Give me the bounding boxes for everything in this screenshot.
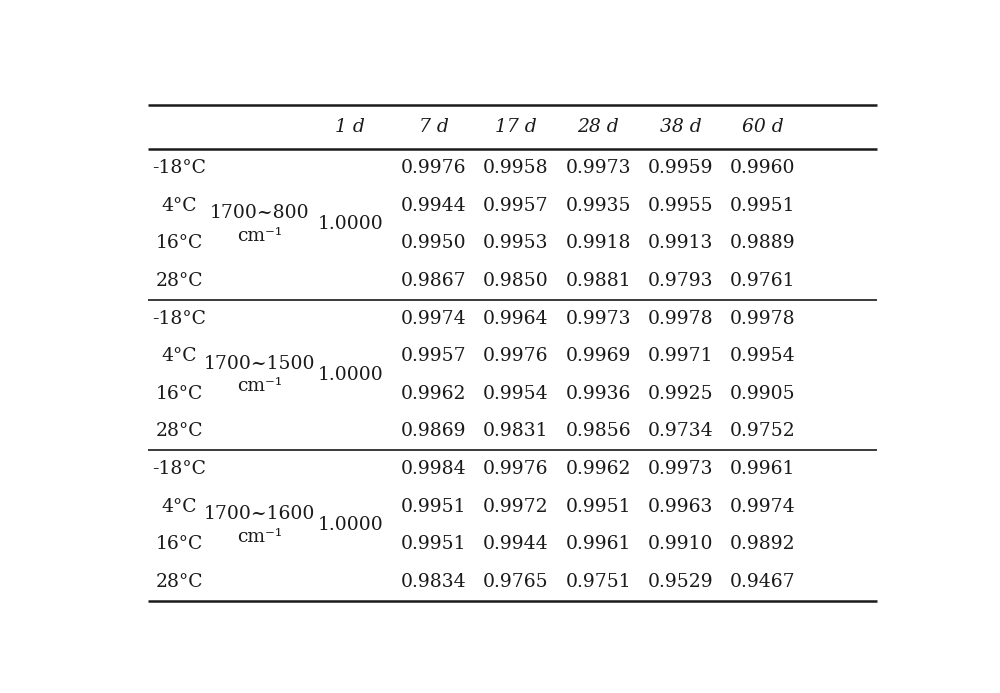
Text: 0.9976: 0.9976 (483, 347, 549, 365)
Text: 0.9905: 0.9905 (730, 385, 796, 403)
Text: 0.9974: 0.9974 (401, 310, 466, 328)
Text: 1.0000: 1.0000 (318, 216, 383, 234)
Text: 0.9960: 0.9960 (730, 159, 795, 177)
Text: 0.9761: 0.9761 (730, 272, 795, 290)
Text: 0.9944: 0.9944 (483, 535, 549, 553)
Text: 28°C: 28°C (155, 423, 203, 441)
Text: 0.9951: 0.9951 (565, 498, 631, 516)
Text: 4°C: 4°C (161, 347, 197, 365)
Text: 0.9834: 0.9834 (401, 573, 466, 591)
Text: 0.9954: 0.9954 (483, 385, 549, 403)
Text: 1.0000: 1.0000 (318, 516, 383, 534)
Text: 1 d: 1 d (335, 118, 365, 136)
Text: 0.9976: 0.9976 (483, 460, 549, 478)
Text: 0.9467: 0.9467 (730, 573, 796, 591)
Text: 17 d: 17 d (495, 118, 537, 136)
Text: 0.9867: 0.9867 (401, 272, 466, 290)
Text: -18°C: -18°C (152, 159, 206, 177)
Text: 0.9850: 0.9850 (483, 272, 549, 290)
Text: cm⁻¹: cm⁻¹ (237, 528, 282, 546)
Text: 28°C: 28°C (155, 272, 203, 290)
Text: 0.9974: 0.9974 (730, 498, 796, 516)
Text: 16°C: 16°C (156, 535, 203, 553)
Text: cm⁻¹: cm⁻¹ (237, 227, 282, 245)
Text: 0.9973: 0.9973 (565, 310, 631, 328)
Text: 0.9976: 0.9976 (401, 159, 466, 177)
Text: 0.9962: 0.9962 (565, 460, 631, 478)
Text: 0.9913: 0.9913 (648, 234, 713, 252)
Text: 0.9751: 0.9751 (565, 573, 631, 591)
Text: -18°C: -18°C (152, 310, 206, 328)
Text: 4°C: 4°C (161, 197, 197, 215)
Text: 0.9959: 0.9959 (648, 159, 713, 177)
Text: 0.9765: 0.9765 (483, 573, 549, 591)
Text: 0.9964: 0.9964 (483, 310, 549, 328)
Text: 0.9752: 0.9752 (730, 423, 796, 441)
Text: 0.9925: 0.9925 (648, 385, 713, 403)
Text: 0.9957: 0.9957 (401, 347, 466, 365)
Text: 0.9734: 0.9734 (648, 423, 713, 441)
Text: 0.9889: 0.9889 (730, 234, 796, 252)
Text: 60 d: 60 d (742, 118, 784, 136)
Text: 0.9881: 0.9881 (565, 272, 631, 290)
Text: 0.9971: 0.9971 (648, 347, 713, 365)
Text: 1700~800: 1700~800 (210, 204, 309, 222)
Text: 16°C: 16°C (156, 234, 203, 252)
Text: 0.9892: 0.9892 (730, 535, 796, 553)
Text: 0.9962: 0.9962 (401, 385, 466, 403)
Text: 0.9958: 0.9958 (483, 159, 549, 177)
Text: 0.9944: 0.9944 (401, 197, 466, 215)
Text: 0.9910: 0.9910 (648, 535, 713, 553)
Text: 0.9957: 0.9957 (483, 197, 549, 215)
Text: 0.9955: 0.9955 (648, 197, 713, 215)
Text: 0.9831: 0.9831 (483, 423, 549, 441)
Text: 28 d: 28 d (577, 118, 619, 136)
Text: 7 d: 7 d (419, 118, 448, 136)
Text: 0.9963: 0.9963 (648, 498, 713, 516)
Text: 0.9954: 0.9954 (730, 347, 796, 365)
Text: 0.9918: 0.9918 (565, 234, 631, 252)
Text: 0.9950: 0.9950 (401, 234, 466, 252)
Text: 1.0000: 1.0000 (318, 366, 383, 384)
Text: 0.9951: 0.9951 (401, 498, 466, 516)
Text: 0.9972: 0.9972 (483, 498, 549, 516)
Text: 0.9951: 0.9951 (730, 197, 795, 215)
Text: 4°C: 4°C (161, 498, 197, 516)
Text: 0.9961: 0.9961 (565, 535, 631, 553)
Text: 0.9953: 0.9953 (483, 234, 549, 252)
Text: 0.9529: 0.9529 (648, 573, 713, 591)
Text: 28°C: 28°C (155, 573, 203, 591)
Text: 0.9978: 0.9978 (730, 310, 796, 328)
Text: 16°C: 16°C (156, 385, 203, 403)
Text: 0.9984: 0.9984 (401, 460, 466, 478)
Text: 0.9869: 0.9869 (401, 423, 466, 441)
Text: 0.9973: 0.9973 (648, 460, 713, 478)
Text: 0.9961: 0.9961 (730, 460, 795, 478)
Text: 0.9856: 0.9856 (565, 423, 631, 441)
Text: 1700~1500: 1700~1500 (204, 355, 315, 373)
Text: 1700~1600: 1700~1600 (204, 505, 315, 523)
Text: cm⁻¹: cm⁻¹ (237, 377, 282, 395)
Text: 0.9978: 0.9978 (648, 310, 713, 328)
Text: 0.9793: 0.9793 (648, 272, 713, 290)
Text: 0.9936: 0.9936 (565, 385, 631, 403)
Text: 0.9935: 0.9935 (565, 197, 631, 215)
Text: 0.9969: 0.9969 (565, 347, 631, 365)
Text: 0.9973: 0.9973 (565, 159, 631, 177)
Text: 38 d: 38 d (660, 118, 701, 136)
Text: 0.9951: 0.9951 (401, 535, 466, 553)
Text: -18°C: -18°C (152, 460, 206, 478)
